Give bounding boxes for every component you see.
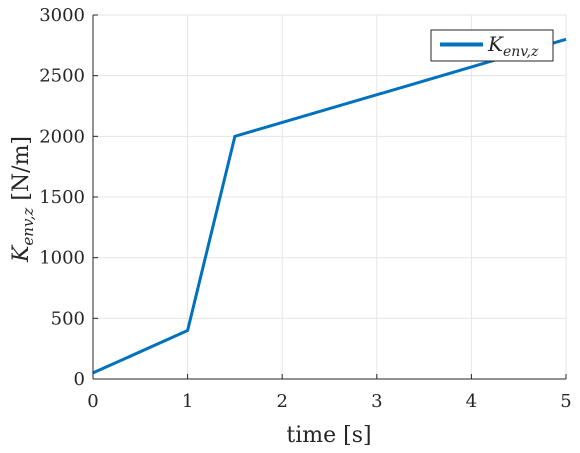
y-tick-label: 3000: [39, 5, 85, 26]
series-line: [92, 37, 567, 375]
x-axis-label: time [s]: [286, 423, 371, 448]
y-tick-label: 0: [74, 369, 85, 390]
legend-entry-main: K: [487, 32, 504, 56]
y-axis-label-unit: [N/m]: [9, 136, 34, 208]
legend-entry-sub: env,z: [503, 44, 539, 60]
x-tick-label: 2: [276, 391, 287, 412]
x-tick-label: 1: [182, 391, 193, 412]
grid: [92, 14, 567, 380]
y-tick-label: 1000: [39, 248, 85, 269]
y-axis-label: Kenv,z [N/m]: [9, 136, 37, 263]
legend: Kenv,z: [430, 29, 554, 62]
legend-entry: Kenv,z: [487, 32, 539, 60]
series-layer: [92, 37, 567, 375]
tick-labels: 0 1 2 3 4 5 0 500 1000 1500 2000 2500 3000: [39, 5, 572, 412]
y-tick-label: 1500: [39, 187, 85, 208]
y-tick-label: 2000: [39, 126, 85, 147]
x-tick-label: 4: [466, 391, 477, 412]
y-tick-label: 2500: [39, 66, 85, 87]
svg-text:Kenv,z [N/m]: Kenv,z [N/m]: [9, 136, 37, 263]
axes: [92, 14, 567, 380]
y-tick-label: 500: [51, 308, 85, 329]
x-tick-label: 5: [560, 391, 571, 412]
x-tick-label: 0: [87, 391, 98, 412]
y-axis-label-main: K: [9, 244, 34, 263]
x-tick-label: 3: [371, 391, 382, 412]
y-axis-label-sub: env,z: [19, 208, 37, 246]
